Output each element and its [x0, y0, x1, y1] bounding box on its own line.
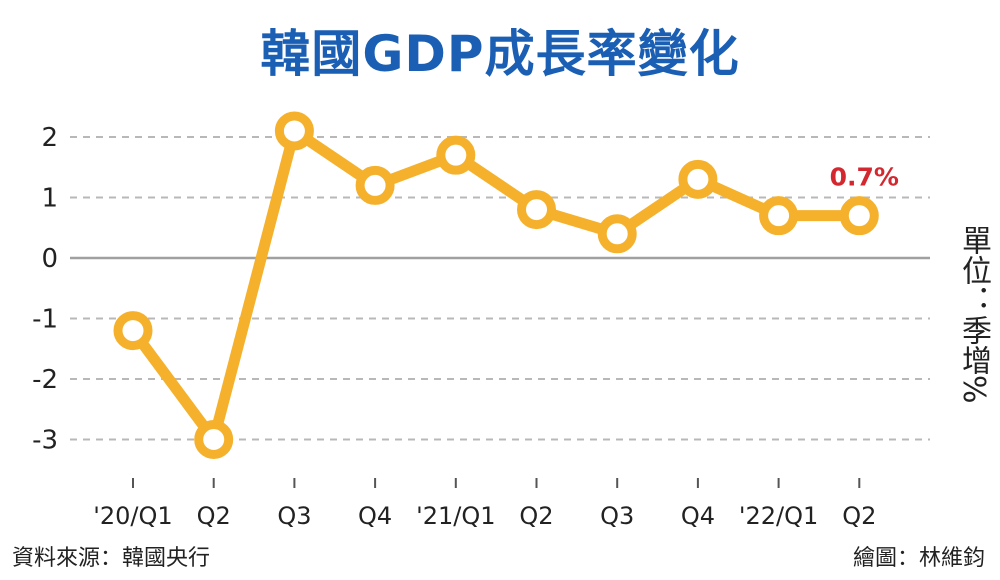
data-point — [759, 196, 799, 236]
x-tick-label: Q4 — [681, 502, 715, 530]
y-tick-label: -3 — [32, 426, 58, 456]
y-tick-label: 2 — [41, 123, 58, 153]
x-tick-label: Q2 — [842, 502, 876, 530]
data-label: 0.7% — [830, 163, 899, 192]
data-point — [355, 165, 395, 205]
y-tick-label: -2 — [32, 365, 58, 395]
x-tick-label: '21/Q1 — [416, 502, 495, 530]
x-tick-label: '22/Q1 — [739, 502, 818, 530]
data-labels: 0.7% — [830, 163, 899, 192]
x-tick-label: Q2 — [519, 502, 553, 530]
unit-label: 單位：季增% — [956, 225, 991, 404]
data-point — [274, 111, 314, 151]
data-point — [113, 311, 153, 351]
series-line — [127, 125, 865, 445]
x-tick-labels: '20/Q1 Q2 Q3 Q4 '21/Q1 Q2 Q3 Q4 '22/Q1 Q2 — [93, 478, 876, 530]
data-point — [436, 135, 476, 175]
y-tick-label: 1 — [41, 184, 58, 214]
x-tick-label: Q4 — [358, 502, 392, 530]
credit-note: 繪圖：林維鈞 — [852, 546, 985, 571]
x-tick-label: '20/Q1 — [93, 502, 172, 530]
x-tick-label: Q3 — [600, 502, 634, 530]
data-points — [113, 111, 879, 459]
data-point — [517, 190, 556, 230]
series-line — [127, 125, 865, 445]
data-point — [678, 159, 718, 199]
data-point — [597, 214, 637, 254]
grid-lines — [70, 136, 930, 441]
y-tick-label: 0 — [41, 244, 58, 274]
data-point — [194, 420, 234, 459]
x-tick-label: Q2 — [197, 502, 231, 530]
chart-title: 韓國GDP成長率變化 — [260, 25, 740, 83]
x-tick-label: Q3 — [277, 502, 311, 530]
source-note: 資料來源：韓國央行 — [12, 546, 211, 571]
y-tick-label: -1 — [32, 305, 58, 335]
data-point — [839, 196, 879, 236]
y-tick-labels: 2 1 0 -1 -2 -3 — [32, 123, 58, 456]
